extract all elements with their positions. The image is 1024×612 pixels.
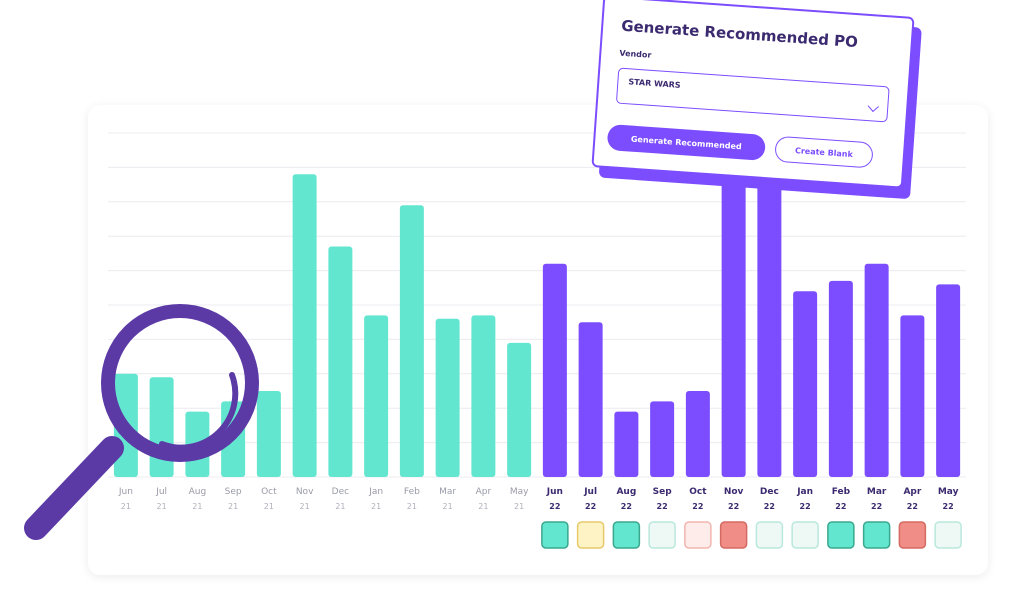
bar-mar-22 <box>864 263 889 477</box>
x-tick-month: Apr <box>903 487 921 497</box>
status-square <box>934 521 962 549</box>
x-tick-year: 21 <box>371 502 381 511</box>
status-square <box>576 521 605 549</box>
bar-feb-21 <box>399 205 424 477</box>
x-tick-month: Nov <box>296 487 314 497</box>
x-tick-year: 21 <box>300 502 310 511</box>
x-tick-year: 22 <box>657 502 668 511</box>
x-tick-year: 21 <box>228 502 238 511</box>
bar-apr-22 <box>900 315 925 477</box>
x-tick-year: 21 <box>121 502 131 511</box>
x-tick-year: 22 <box>585 502 596 511</box>
x-tick-month: Jul <box>155 487 167 497</box>
status-square <box>719 521 748 549</box>
chevron-down-icon <box>867 100 879 113</box>
x-tick-month: Jun <box>118 487 133 497</box>
bar-may-21 <box>507 342 532 477</box>
bar-apr-21 <box>471 315 496 477</box>
x-tick-month: Oct <box>261 487 277 497</box>
x-tick-year: 22 <box>549 502 560 511</box>
x-tick-month: Feb <box>404 487 420 497</box>
x-tick-year: 22 <box>728 502 739 511</box>
x-tick-year: 21 <box>407 502 417 511</box>
x-tick-year: 22 <box>871 502 882 511</box>
bar-may-22 <box>936 284 961 477</box>
x-tick-year: 21 <box>264 502 274 511</box>
status-square <box>648 521 676 549</box>
x-tick-month: Dec <box>332 487 349 497</box>
bar-oct-22 <box>685 391 710 477</box>
x-tick-year: 22 <box>907 502 918 511</box>
bar-jan-22 <box>793 291 818 477</box>
vendor-select[interactable]: STAR WARS <box>615 67 890 123</box>
bar-chart: Jun 21 Jul 21 Aug 21 Sep 21 Oct 21 Nov 21 Dec 21 Jan 21… <box>108 132 966 549</box>
status-square <box>862 521 891 549</box>
create-blank-button[interactable]: Create Blank <box>774 135 874 169</box>
x-tick-year: 21 <box>443 502 453 511</box>
dialog-title: Generate Recommended PO <box>620 16 859 52</box>
x-tick-month: Apr <box>476 487 492 497</box>
x-tick-month: Sep <box>653 487 673 497</box>
bar-sep-22 <box>650 401 675 477</box>
x-tick-month: Dec <box>760 487 779 497</box>
bar-dec-21 <box>328 246 353 477</box>
x-tick-month: May <box>510 487 529 497</box>
bar-oct-21 <box>256 391 281 477</box>
generate-po-dialog: Generate Recommended PO Vendor STAR WARS… <box>591 0 922 200</box>
x-tick-month: Nov <box>724 487 744 497</box>
x-tick-month: Aug <box>616 487 636 497</box>
x-tick-month: Jan <box>796 487 813 497</box>
x-tick-month: Mar <box>439 487 456 497</box>
x-tick-month: Sep <box>225 487 242 497</box>
x-tick-year: 21 <box>157 502 167 511</box>
bar-jan-21 <box>364 315 389 477</box>
x-tick-year: 22 <box>943 502 954 511</box>
x-tick-month: Oct <box>689 487 707 497</box>
vendor-value: STAR WARS <box>628 77 681 90</box>
x-tick-year: 22 <box>800 502 811 511</box>
bar-mar-21 <box>435 318 460 477</box>
x-tick-month: Jul <box>583 487 597 497</box>
x-tick-month: Jan <box>368 487 383 497</box>
x-tick-month: Jun <box>546 487 563 497</box>
bar-feb-22 <box>828 280 853 477</box>
x-tick-month: May <box>938 487 959 497</box>
x-tick-month: Feb <box>832 487 851 497</box>
bar-jun-22 <box>542 263 567 477</box>
x-tick-month: Mar <box>867 487 887 497</box>
x-tick-year: 21 <box>478 502 488 511</box>
x-tick-year: 22 <box>764 502 775 511</box>
dialog-panel: Generate Recommended PO Vendor STAR WARS… <box>591 0 915 189</box>
bar-jul-22 <box>578 322 603 477</box>
status-square <box>791 521 819 549</box>
status-square <box>755 521 784 549</box>
bar-nov-22 <box>721 150 746 477</box>
x-tick-year: 22 <box>692 502 703 511</box>
status-square <box>684 521 712 549</box>
bar-dec-22 <box>757 150 782 477</box>
status-square <box>541 521 569 549</box>
x-tick-year: 22 <box>621 502 632 511</box>
generate-recommended-button[interactable]: Generate Recommended <box>606 123 767 161</box>
x-tick-year: 21 <box>192 502 202 511</box>
x-tick-month: Aug <box>189 487 207 497</box>
bar-nov-21 <box>292 174 317 477</box>
status-square <box>612 521 641 549</box>
x-tick-year: 21 <box>514 502 524 511</box>
status-square <box>827 521 855 549</box>
status-square <box>898 521 927 549</box>
x-tick-year: 21 <box>335 502 345 511</box>
x-tick-year: 22 <box>835 502 846 511</box>
bar-aug-22 <box>614 411 639 477</box>
